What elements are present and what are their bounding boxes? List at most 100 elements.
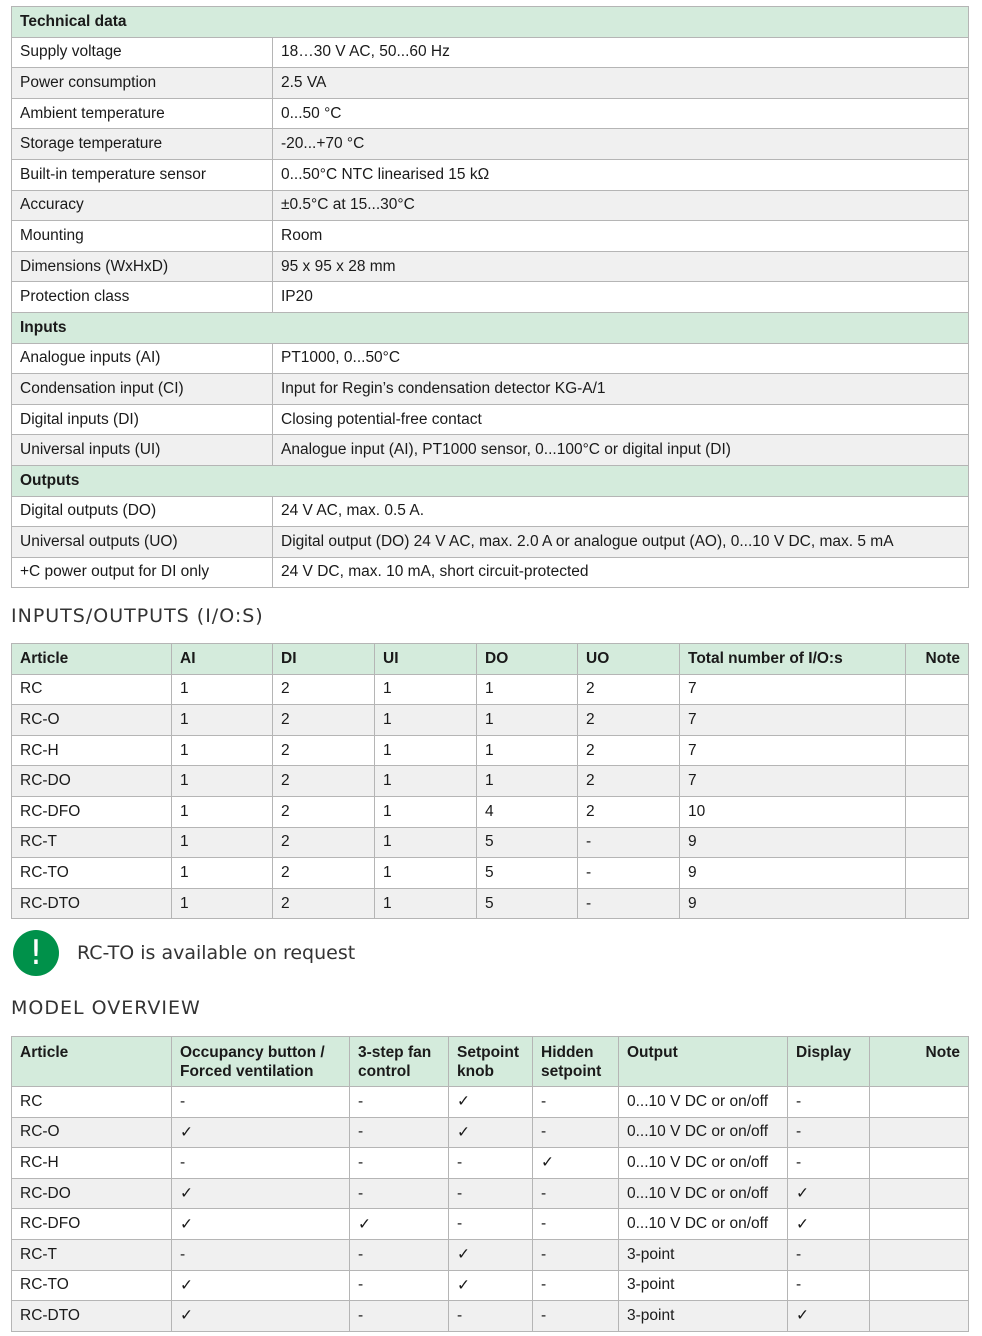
property-value: 95 x 95 x 28 mm — [272, 250, 969, 283]
table-cell — [905, 857, 969, 889]
table-cell: 3-point — [618, 1269, 788, 1302]
table-cell: ✓ — [171, 1269, 350, 1302]
table-cell: 0...10 V DC or on/off — [618, 1147, 788, 1179]
table-cell: ✓ — [448, 1238, 533, 1271]
table-cell: - — [577, 857, 680, 889]
table-cell: 3-point — [618, 1238, 788, 1271]
table-cell: 5 — [476, 857, 578, 889]
table-row: Condensation input (CI) Input for Regin’s… — [11, 373, 969, 405]
notice-text: RC-TO is available on request — [77, 942, 356, 964]
article-cell: RC-T — [11, 1238, 172, 1271]
table-row: Supply voltage 18…30 V AC, 50...60 Hz — [11, 36, 969, 69]
property-value: 0...50°C NTC linearised 15 kΩ — [272, 158, 969, 191]
article-cell: RC-DFO — [11, 1208, 172, 1240]
column-header: Output — [618, 1036, 788, 1087]
article-cell: RC-DO — [11, 765, 172, 797]
table-cell: 1 — [374, 887, 477, 920]
availability-notice: ! RC-TO is available on request — [13, 930, 355, 976]
table-cell: 2 — [577, 673, 680, 706]
table-cell: 9 — [679, 826, 906, 859]
table-row: Universal inputs (UI) Analogue input (AI)… — [11, 434, 969, 466]
table-cell: - — [532, 1177, 619, 1210]
table-cell — [869, 1086, 969, 1118]
table-cell: 2 — [272, 734, 375, 767]
table-row: RC-DO ✓ - - -0...10 V DC or on/off ✓ — [11, 1177, 969, 1210]
table-cell: 2 — [577, 765, 680, 797]
property-label: Power consumption — [11, 67, 273, 99]
column-header: Article — [11, 643, 172, 675]
property-value: IP20 — [272, 281, 969, 313]
table-cell: ✓ — [349, 1208, 449, 1240]
table-cell: ✓ — [787, 1300, 870, 1332]
table-row: Analogue inputs (AI) PT1000, 0...50°C — [11, 342, 969, 375]
property-value: Analogue input (AI), PT1000 sensor, 0...… — [272, 434, 969, 466]
column-header: Setpoint knob — [448, 1036, 533, 1087]
table-row: RC-DFO 1 2 1 4 2 10 — [11, 795, 969, 828]
section-title: Inputs — [11, 311, 969, 344]
column-header: Hidden setpoint — [532, 1036, 619, 1087]
table-cell: ✓ — [171, 1116, 350, 1149]
property-value: 24 V AC, max. 0.5 A. — [272, 495, 969, 528]
article-cell: RC-H — [11, 1147, 172, 1179]
table-cell: - — [532, 1300, 619, 1332]
table-cell: 1 — [476, 704, 578, 736]
property-value: ±0.5°C at 15...30°C — [272, 189, 969, 222]
table-row: RC-DFO ✓ ✓ - -0...10 V DC or on/off ✓ — [11, 1208, 969, 1240]
table-cell: 4 — [476, 795, 578, 828]
table-cell: 1 — [171, 857, 273, 889]
property-value: 2.5 VA — [272, 67, 969, 99]
table-cell: 1 — [476, 673, 578, 706]
table-cell: - — [532, 1116, 619, 1149]
table-cell: - — [532, 1086, 619, 1118]
table-cell: 9 — [679, 887, 906, 920]
table-cell: - — [577, 826, 680, 859]
column-header: DI — [272, 643, 375, 675]
table-cell: 2 — [272, 704, 375, 736]
table-cell — [869, 1300, 969, 1332]
article-cell: RC-TO — [11, 1269, 172, 1302]
table-cell: 1 — [374, 673, 477, 706]
table-cell: 1 — [171, 673, 273, 706]
table-cell: - — [577, 887, 680, 920]
table-cell — [905, 673, 969, 706]
table-cell: 1 — [374, 765, 477, 797]
model-overview-table: Article Occupancy button / Forced ventila… — [11, 1036, 969, 1332]
property-value: PT1000, 0...50°C — [272, 342, 969, 375]
column-header: DO — [476, 643, 578, 675]
table-row: RC-T 1 2 1 5-9 — [11, 826, 969, 859]
article-cell: RC-T — [11, 826, 172, 859]
table-cell: - — [171, 1238, 350, 1271]
table-row: Digital outputs (DO) 24 V AC, max. 0.5 A. — [11, 495, 969, 528]
section-title: Outputs — [11, 464, 969, 497]
exclamation-icon: ! — [13, 930, 59, 976]
column-header: UI — [374, 643, 477, 675]
property-label: Mounting — [11, 220, 273, 252]
table-cell — [905, 887, 969, 920]
article-cell: RC-DFO — [11, 795, 172, 828]
table-cell: 9 — [679, 857, 906, 889]
article-cell: RC-DTO — [11, 1300, 172, 1332]
table-cell: 1 — [374, 826, 477, 859]
table-row: RC - - ✓ -0...10 V DC or on/off - — [11, 1086, 969, 1118]
table-row: RC-T - - ✓ -3-point - — [11, 1238, 969, 1271]
table-row: Accuracy ±0.5°C at 15...30°C — [11, 189, 969, 222]
table-cell: - — [349, 1116, 449, 1149]
table-row: RC-DO 1 2 1 1 2 7 — [11, 765, 969, 797]
table-cell: 2 — [577, 734, 680, 767]
table-cell: - — [787, 1238, 870, 1271]
property-label: Dimensions (WxHxD) — [11, 250, 273, 283]
table-row: Built-in temperature sensor 0...50°C NTC … — [11, 158, 969, 191]
table-cell: 2 — [272, 765, 375, 797]
column-header: Display — [787, 1036, 870, 1087]
table-row: Storage temperature -20...+70 °C — [11, 128, 969, 160]
table-row: RC-H 1 2 1 1 2 7 — [11, 734, 969, 767]
table-cell: 1 — [374, 857, 477, 889]
property-value: 24 V DC, max. 10 mA, short circuit-prote… — [272, 556, 969, 589]
property-label: Supply voltage — [11, 36, 273, 69]
table-cell: 1 — [374, 704, 477, 736]
table-row: Ambient temperature 0...50 °C — [11, 97, 969, 130]
article-cell: RC-DO — [11, 1177, 172, 1210]
table-cell: 7 — [679, 673, 906, 706]
table-cell — [869, 1177, 969, 1210]
table-cell: - — [787, 1116, 870, 1149]
